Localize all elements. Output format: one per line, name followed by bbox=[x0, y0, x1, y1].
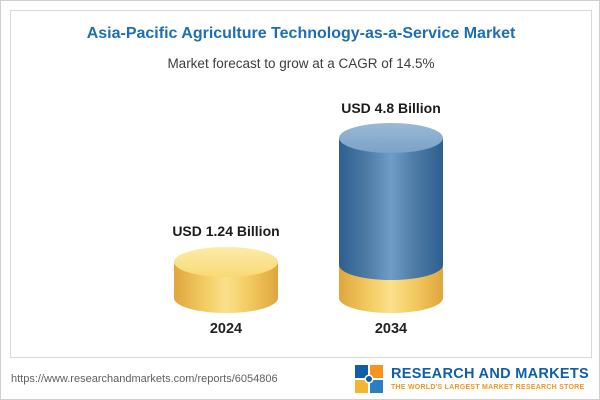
bar-2034-top bbox=[339, 123, 443, 153]
bar-2034-body bbox=[339, 138, 443, 280]
logo-text: RESEARCH AND MARKETS bbox=[391, 365, 589, 382]
bar-2034 bbox=[339, 123, 443, 313]
chart-panel bbox=[10, 10, 592, 358]
footer: https://www.researchandmarkets.com/repor… bbox=[11, 363, 589, 395]
value-label-2034: USD 4.8 Billion bbox=[341, 100, 441, 116]
research-and-markets-logo[interactable]: RESEARCH AND MARKETS THE WORLD'S LARGEST… bbox=[354, 364, 589, 394]
report-url[interactable]: https://www.researchandmarkets.com/repor… bbox=[11, 373, 278, 385]
chart-subtitle: Market forecast to grow at a CAGR of 14.… bbox=[167, 56, 435, 71]
logo-icon bbox=[355, 365, 383, 393]
chart-title: Asia-Pacific Agriculture Technology-as-a… bbox=[86, 25, 516, 42]
category-label-2024: 2024 bbox=[209, 321, 243, 337]
bar-2024-top bbox=[174, 247, 278, 277]
logo-tagline: THE WORLD'S LARGEST MARKET RESEARCH STOR… bbox=[391, 384, 585, 392]
bar-2024 bbox=[174, 247, 278, 313]
value-label-2024: USD 1.24 Billion bbox=[172, 223, 280, 239]
category-label-2034: 2034 bbox=[374, 321, 408, 337]
